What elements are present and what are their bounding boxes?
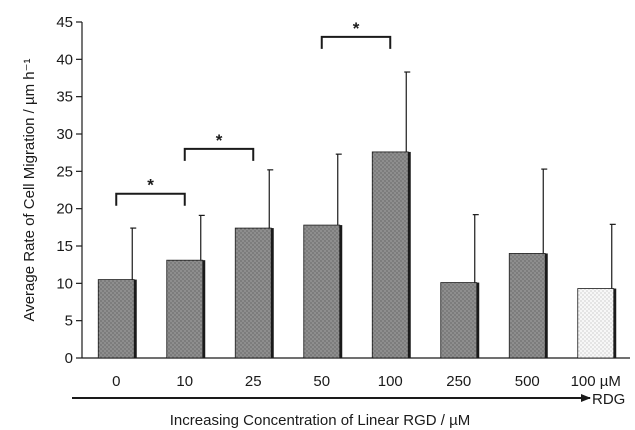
x-category-label: 0 xyxy=(112,373,120,390)
y-tick-label: 5 xyxy=(65,313,73,330)
bar xyxy=(440,282,478,359)
significance-star: * xyxy=(147,176,154,195)
y-axis-title: Average Rate of Cell Migration / µm h⁻¹ xyxy=(21,58,38,321)
bar xyxy=(577,288,615,359)
y-axis: 0 5 10 15 20 25 30 35 40 45 xyxy=(56,14,630,367)
x-category-label: 25 xyxy=(245,373,262,390)
y-tick-label: 0 xyxy=(65,350,73,367)
bar xyxy=(234,227,272,359)
error-bars xyxy=(130,71,616,289)
x-axis-title: Increasing Concentration of Linear RGD /… xyxy=(170,412,470,429)
bar xyxy=(166,259,204,359)
bar xyxy=(303,224,341,359)
x-category-labels: 0 10 25 50 100 250 500 100 µM xyxy=(112,373,621,390)
significance-bracket xyxy=(183,147,255,161)
x-category-label: 250 xyxy=(446,373,471,390)
y-tick-label: 10 xyxy=(56,275,73,292)
bar xyxy=(97,279,135,359)
x-category-label: 500 xyxy=(515,373,540,390)
significance-brackets: * * * xyxy=(115,19,392,206)
x-category-label: 10 xyxy=(176,373,193,390)
x-category-label: 100 xyxy=(378,373,403,390)
significance-bracket xyxy=(115,192,186,206)
y-tick-label: 35 xyxy=(56,89,73,106)
bar xyxy=(508,253,546,359)
arrow-end-label: RDG xyxy=(592,391,625,408)
significance-star: * xyxy=(353,19,360,38)
significance-star: * xyxy=(216,131,223,150)
y-tick-label: 40 xyxy=(56,51,73,68)
significance-bracket xyxy=(320,35,392,49)
y-tick-label: 25 xyxy=(56,163,73,180)
bar-series xyxy=(97,151,617,359)
y-tick-label: 20 xyxy=(56,201,73,218)
bar xyxy=(371,151,409,359)
y-tick-label: 45 xyxy=(56,14,73,31)
x-category-label: 50 xyxy=(313,373,330,390)
y-tick-label: 30 xyxy=(56,126,73,143)
y-tick-label: 15 xyxy=(56,238,73,255)
x-category-label: 100 µM xyxy=(571,373,621,390)
